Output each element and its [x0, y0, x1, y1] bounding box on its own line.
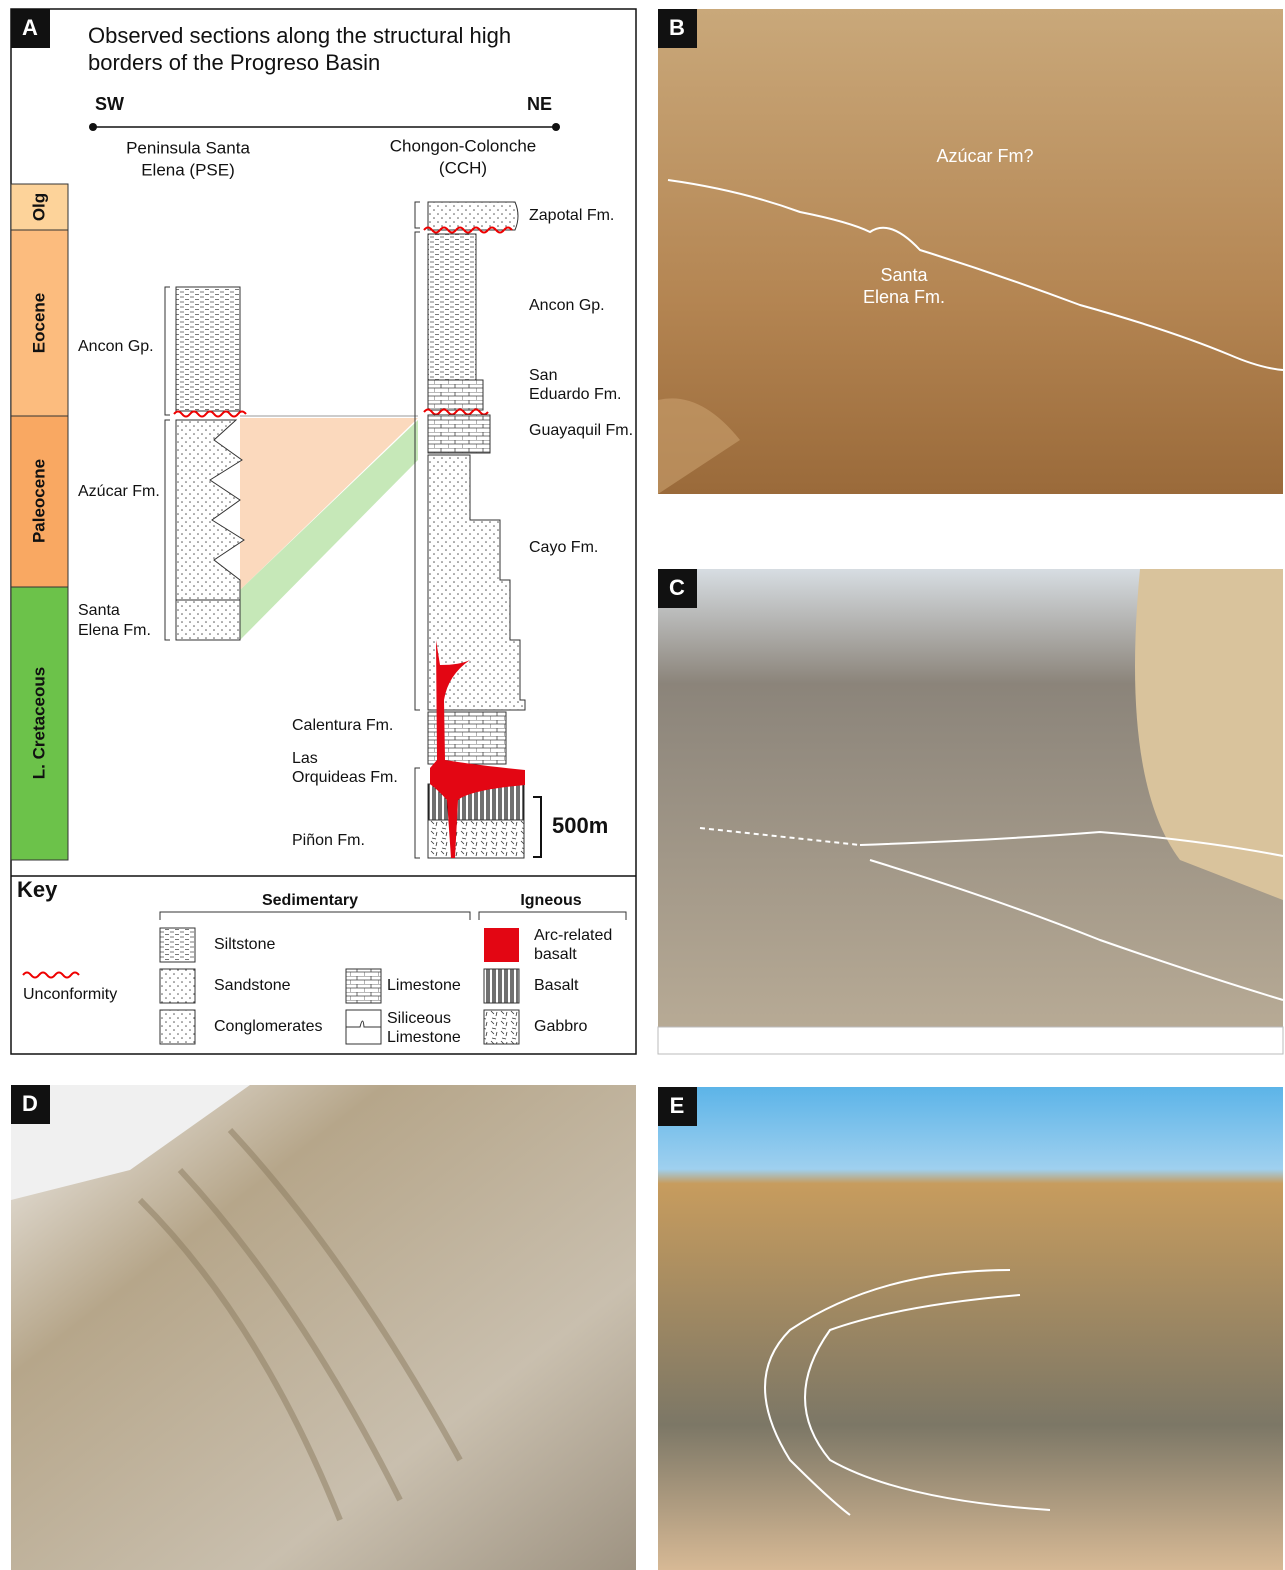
epoch-band — [10, 415, 69, 588]
bracket — [159, 911, 627, 920]
key-swatch — [345, 1009, 382, 1045]
photo-detail — [137, 1127, 463, 1522]
formation-label: Guayaquil Fm. — [529, 422, 633, 439]
photo-frame — [657, 1026, 1284, 1055]
formation-label: Las — [292, 750, 318, 767]
gabbro-unit — [427, 819, 525, 859]
panel-label: B — [669, 15, 685, 40]
sky — [11, 1085, 250, 1200]
panel-label: A — [22, 15, 38, 40]
key-group: Igneous — [520, 892, 581, 909]
contact-line — [667, 179, 1284, 371]
key-swatch — [484, 928, 519, 962]
key-swatch — [159, 927, 196, 963]
siltstone-unit — [427, 233, 477, 381]
panel-label: D — [22, 1091, 38, 1116]
key-swatch — [159, 968, 196, 1004]
formation-label: Elena Fm. — [78, 622, 151, 639]
fold-line — [764, 1269, 1051, 1516]
siltstone-unit — [175, 286, 241, 412]
section-name: Chongon-Colonche — [390, 136, 537, 155]
key-label: basalt — [534, 946, 577, 963]
transect-end: NE — [527, 94, 552, 114]
title: borders of the Progreso Basin — [88, 50, 380, 75]
key-label: Arc-related — [534, 927, 612, 944]
correlation-band — [240, 420, 418, 640]
epoch-band — [10, 586, 69, 861]
key-swatch — [483, 968, 520, 1004]
key-label: Limestone — [387, 1029, 461, 1046]
formation-label: Azúcar Fm. — [78, 483, 160, 500]
epoch-label: Olg — [29, 193, 48, 221]
formation-label: Cayo Fm. — [529, 539, 598, 556]
scale-bar — [533, 796, 542, 858]
photo-detail — [1135, 569, 1283, 900]
key-group: Sedimentary — [262, 892, 358, 909]
bracket — [414, 201, 420, 859]
annotation: Azúcar Fm? — [936, 146, 1033, 166]
annotation: Elena Fm. — [863, 287, 945, 307]
bracket — [164, 286, 170, 641]
fault-line — [859, 830, 1284, 1001]
correlation-band — [240, 418, 418, 590]
transect-start: SW — [95, 94, 124, 114]
section-name: (CCH) — [439, 158, 487, 177]
transect-dot — [552, 123, 560, 131]
key-label: Siliceous — [387, 1010, 451, 1027]
title: Observed sections along the structural h… — [88, 23, 511, 48]
limestone-unit — [427, 379, 484, 411]
key-swatch — [483, 1009, 520, 1045]
panel-label-box — [11, 9, 50, 48]
formation-label: Piñon Fm. — [292, 832, 365, 849]
key-label: Siltstone — [214, 936, 275, 953]
key-swatch — [345, 968, 382, 1004]
key-label: Sandstone — [214, 977, 291, 994]
key-swatch — [159, 1009, 196, 1045]
annotation: Santa — [880, 265, 928, 285]
epoch-label: Eocene — [29, 293, 48, 353]
key-label: Unconformity — [23, 986, 117, 1003]
formation-label: Orquideas Fm. — [292, 769, 398, 786]
formation-label: Ancon Gp. — [529, 297, 605, 314]
formation-label: Ancon Gp. — [78, 338, 154, 355]
key-swatch — [22, 971, 80, 979]
epoch-band — [10, 229, 69, 417]
epoch-label: L. Cretaceous — [29, 667, 48, 779]
formation-label: Zapotal Fm. — [529, 207, 614, 224]
transect-dot — [89, 123, 97, 131]
panel-label-box — [658, 9, 697, 48]
unconformity — [173, 410, 247, 418]
formation-label: Eduardo Fm. — [529, 386, 621, 403]
panel-label-box — [11, 1085, 50, 1124]
formation-label: San — [529, 367, 557, 384]
photo-b — [658, 9, 1283, 494]
arc-basalt — [430, 640, 525, 858]
scale-label: 500m — [552, 813, 608, 838]
section-name: Elena (PSE) — [141, 160, 235, 179]
key-title: Key — [17, 877, 58, 902]
formation-label: Calentura Fm. — [292, 717, 393, 734]
unconformity — [423, 226, 513, 234]
photo-detail — [658, 398, 740, 494]
panel-label: E — [670, 1093, 685, 1118]
conglomerate-unit — [175, 599, 241, 641]
photo-e — [658, 1087, 1283, 1570]
key-label: Gabbro — [534, 1018, 587, 1035]
formation-label: Santa — [78, 602, 120, 619]
epoch-label: Paleocene — [29, 459, 48, 543]
key-label: Limestone — [387, 977, 461, 994]
key-label: Basalt — [534, 977, 579, 994]
panel-label-box — [658, 569, 697, 608]
unconformity — [423, 408, 489, 416]
sandstone-unit — [427, 454, 526, 711]
panel-label-box — [658, 1087, 697, 1126]
section-name: Peninsula Santa — [126, 138, 250, 157]
key-label: Conglomerates — [214, 1018, 323, 1035]
panel-label: C — [669, 575, 685, 600]
sandstone-unit — [427, 201, 519, 231]
limestone-unit — [427, 414, 491, 454]
